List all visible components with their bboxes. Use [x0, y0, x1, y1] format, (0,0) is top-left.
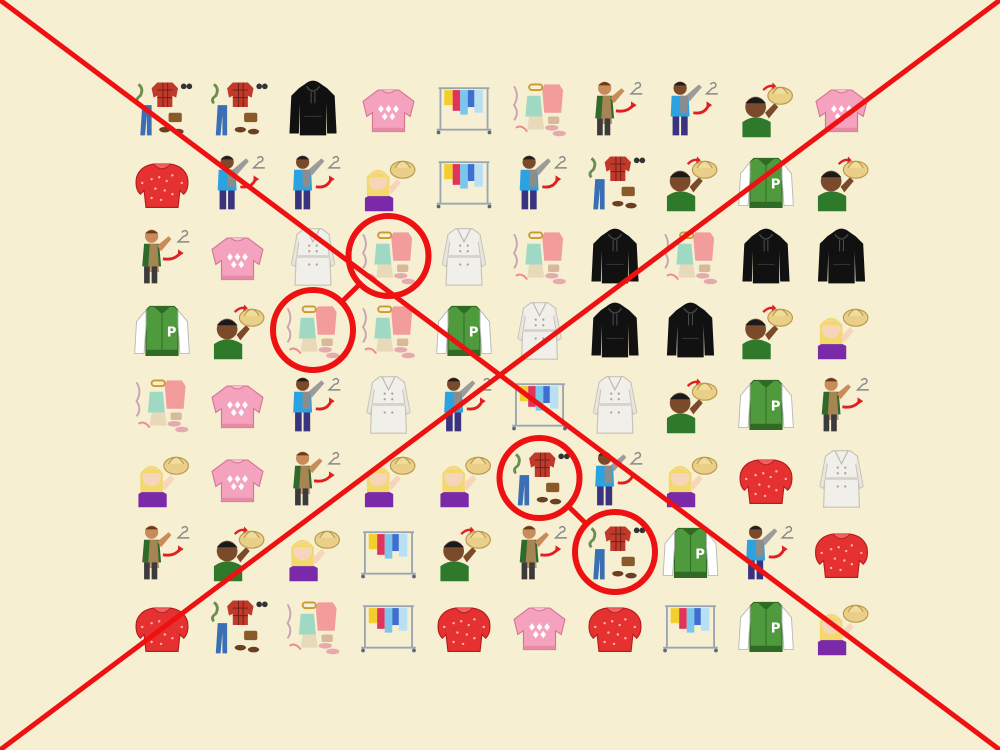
match-ring: [345, 213, 432, 299]
match-ring: [270, 287, 356, 373]
match-rings-layer: [270, 213, 658, 595]
tile[interactable]: [662, 527, 719, 579]
white-trench-coat-icon: [819, 450, 864, 508]
tile[interactable]: [738, 379, 794, 431]
tile[interactable]: [738, 157, 794, 209]
match-ring: [496, 435, 583, 521]
match-links-layer: [339, 282, 589, 526]
match-link: [339, 282, 362, 304]
varsity-jacket-icon: [738, 601, 794, 653]
match-ring: [572, 509, 658, 595]
tile[interactable]: [134, 305, 190, 357]
white-trench-coat-icon: [592, 376, 638, 434]
tile[interactable]: [441, 228, 487, 286]
varsity-jacket-icon: [134, 305, 190, 357]
white-trench-coat-icon: [366, 376, 411, 434]
varsity-jacket-icon: [738, 379, 794, 431]
varsity-jacket-icon: [738, 157, 794, 209]
varsity-jacket-icon: [662, 527, 719, 579]
tile[interactable]: [366, 376, 411, 434]
white-trench-coat-icon: [441, 228, 487, 286]
tile[interactable]: [592, 376, 638, 434]
match-link: [566, 504, 589, 526]
tile[interactable]: [819, 450, 864, 508]
tile[interactable]: [738, 601, 794, 653]
